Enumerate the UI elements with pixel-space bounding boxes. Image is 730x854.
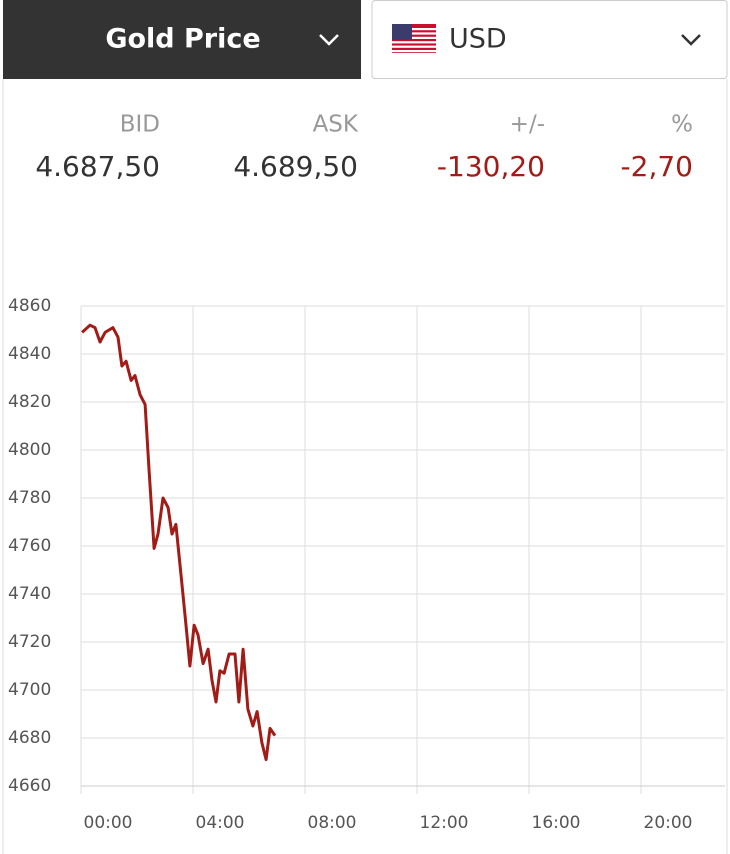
x-tick-label: 08:00 xyxy=(308,813,357,833)
y-tick-label: 4680 xyxy=(8,728,51,748)
y-tick-label: 4700 xyxy=(8,680,51,700)
currency-dropdown[interactable] xyxy=(371,0,728,79)
x-tick-label: 16:00 xyxy=(532,813,581,833)
price-line xyxy=(81,323,277,762)
title-dropdown[interactable] xyxy=(3,0,361,79)
y-tick-label: 4840 xyxy=(8,344,51,364)
chevron xyxy=(319,34,339,46)
y-tick-label: 4860 xyxy=(8,296,51,316)
quote-header: % xyxy=(671,112,693,138)
quote-value: -130,20 xyxy=(437,150,545,183)
currency: USD xyxy=(449,24,507,55)
quote-header: BID xyxy=(120,112,160,138)
chevron xyxy=(681,34,701,46)
x-tick-label: 04:00 xyxy=(196,813,245,833)
y-tick-label: 4820 xyxy=(8,392,51,412)
quote-value: 4.687,50 xyxy=(35,150,160,183)
quote-value: -2,70 xyxy=(621,150,693,183)
y-tick-label: 4780 xyxy=(8,488,51,508)
quote-header: +/- xyxy=(510,112,545,138)
us-flag xyxy=(392,24,436,53)
x-tick-label: 12:00 xyxy=(420,813,469,833)
y-tick-label: 4660 xyxy=(8,776,51,796)
y-tick-label: 4800 xyxy=(8,440,51,460)
title: Gold Price xyxy=(105,24,260,55)
x-tick-label: 20:00 xyxy=(644,813,693,833)
y-tick-label: 4720 xyxy=(8,632,51,652)
quote-value: 4.689,50 xyxy=(233,150,358,183)
y-tick-label: 4740 xyxy=(8,584,51,604)
quote-header: ASK xyxy=(313,112,359,138)
y-tick-label: 4760 xyxy=(8,536,51,556)
x-tick-label: 00:00 xyxy=(84,813,133,833)
